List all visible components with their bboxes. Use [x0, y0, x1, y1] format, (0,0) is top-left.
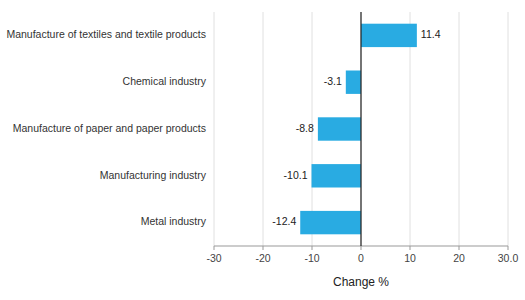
bar [312, 164, 361, 187]
zero-line [360, 12, 361, 246]
tick-mark [361, 246, 362, 250]
tick-mark [312, 246, 313, 250]
grid-line [508, 12, 509, 246]
category-label: Manufacturing industry [100, 169, 207, 181]
data-label: 11.4 [421, 28, 441, 40]
data-label: -10.1 [284, 169, 308, 181]
tick-label: 30.0 [498, 252, 519, 264]
tick-label: 0 [358, 252, 364, 264]
category-label: Chemical industry [123, 75, 207, 87]
tick-mark [263, 246, 264, 250]
data-label: -3.1 [324, 75, 342, 87]
x-axis-label: Change % [333, 275, 389, 289]
tick-mark [410, 246, 411, 250]
bar [300, 211, 361, 234]
tick-mark [508, 246, 509, 250]
tick-label: 10 [404, 252, 416, 264]
tick-label: -10 [304, 252, 319, 264]
grid-line [459, 12, 460, 246]
bar [346, 71, 361, 94]
category-label: Manufacture of paper and paper products [13, 122, 206, 134]
bar [318, 117, 361, 140]
tick-label: -30 [206, 252, 221, 264]
bars [300, 24, 417, 235]
bar [361, 24, 417, 47]
tick-label: -20 [255, 252, 270, 264]
grid [214, 12, 508, 246]
data-label: -8.8 [296, 122, 314, 134]
category-label: Manufacture of textiles and textile prod… [6, 28, 206, 40]
chart: Metal industry Manufacturing industry Manu… [0, 0, 525, 300]
tick-mark [214, 246, 215, 250]
data-labels: -12.4 -10.1 -8.8 -3.1 11.4 [272, 28, 440, 227]
category-label: Metal industry [141, 215, 207, 227]
data-label: -12.4 [272, 215, 296, 227]
x-ticks: -30 -20 -10 0 10 20 30.0 [206, 246, 518, 264]
grid-line [214, 12, 215, 246]
grid-line [263, 12, 264, 246]
category-labels: Metal industry Manufacturing industry Manu… [6, 28, 206, 227]
tick-mark [459, 246, 460, 250]
tick-label: 20 [453, 252, 465, 264]
grid-line [361, 12, 362, 246]
